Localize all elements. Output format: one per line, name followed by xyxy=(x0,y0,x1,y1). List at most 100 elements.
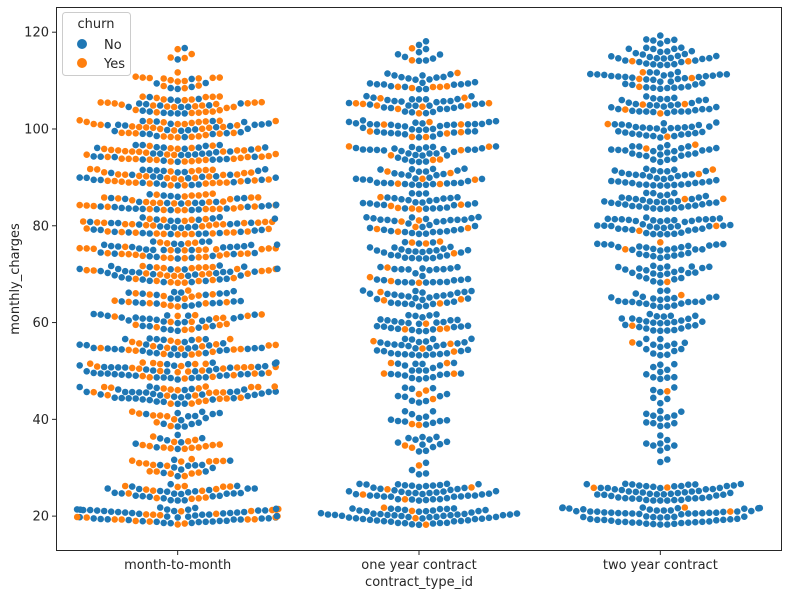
data-point-no xyxy=(384,216,391,224)
data-point-no xyxy=(405,293,412,300)
data-point-no xyxy=(419,441,426,448)
data-point-no xyxy=(713,241,720,248)
data-point-no xyxy=(695,97,703,104)
data-point-no xyxy=(398,171,405,178)
data-point-no xyxy=(468,509,475,516)
data-point-no xyxy=(198,408,206,416)
data-point-no xyxy=(167,519,174,527)
data-point-no xyxy=(160,157,167,164)
data-point-no xyxy=(429,205,437,212)
data-point-no xyxy=(163,126,171,134)
data-point-yes xyxy=(135,148,143,156)
data-point-no xyxy=(625,194,633,202)
data-point-no xyxy=(657,192,664,199)
data-point-no xyxy=(636,340,643,348)
data-point-yes xyxy=(163,344,171,352)
data-point-yes xyxy=(205,222,213,229)
data-point-no xyxy=(727,489,734,497)
data-point-no xyxy=(447,291,454,298)
data-point-yes xyxy=(174,312,181,320)
data-point-no xyxy=(447,486,454,494)
data-point-yes xyxy=(132,275,139,283)
data-point-no xyxy=(160,167,167,175)
data-point-yes xyxy=(247,194,255,201)
data-point-no xyxy=(734,515,741,523)
data-point-no xyxy=(699,225,706,232)
data-point-no xyxy=(429,125,437,133)
data-point-no xyxy=(170,393,178,401)
data-point-no xyxy=(440,145,447,153)
data-point-no xyxy=(401,519,409,527)
data-point-yes xyxy=(258,98,266,106)
data-point-no xyxy=(660,198,668,206)
data-point-yes xyxy=(167,145,174,152)
data-point-no xyxy=(338,512,346,520)
data-point-no xyxy=(345,514,353,521)
data-point-no xyxy=(671,340,678,348)
data-point-no xyxy=(713,144,720,152)
data-point-no xyxy=(657,343,664,351)
data-point-yes xyxy=(191,360,199,368)
data-point-yes xyxy=(254,383,262,391)
data-point-yes xyxy=(233,265,241,273)
data-point-yes xyxy=(181,230,188,238)
data-point-no xyxy=(272,201,280,209)
data-point-no xyxy=(237,313,244,321)
data-point-yes xyxy=(188,230,195,238)
data-point-yes xyxy=(205,124,213,132)
data-point-no xyxy=(450,518,458,525)
data-point-yes xyxy=(209,348,216,356)
data-point-yes xyxy=(181,482,188,490)
data-point-yes xyxy=(422,133,430,141)
data-point-no xyxy=(111,203,118,211)
data-point-yes xyxy=(202,118,209,125)
data-point-no xyxy=(408,336,416,343)
data-point-no xyxy=(132,141,139,149)
data-point-no xyxy=(671,302,678,309)
data-point-yes xyxy=(384,486,391,493)
data-point-yes xyxy=(76,201,83,209)
data-point-yes xyxy=(681,100,689,108)
data-point-no xyxy=(258,226,266,234)
data-point-yes xyxy=(209,205,216,213)
data-point-no xyxy=(664,366,671,374)
data-point-no xyxy=(443,350,451,357)
data-point-yes xyxy=(226,195,234,203)
data-point-yes xyxy=(104,153,111,161)
data-point-no xyxy=(657,422,664,430)
data-point-no xyxy=(139,130,146,138)
data-point-no xyxy=(86,218,94,226)
data-point-no xyxy=(709,485,717,493)
data-point-yes xyxy=(247,363,255,371)
data-point-no xyxy=(247,146,255,153)
data-point-no xyxy=(174,423,181,430)
data-point-no xyxy=(181,145,188,153)
data-point-no xyxy=(415,483,423,491)
data-point-yes xyxy=(139,262,146,270)
data-point-no xyxy=(114,121,122,129)
data-point-no xyxy=(258,515,266,522)
data-point-no xyxy=(412,76,419,83)
data-point-no xyxy=(195,518,202,526)
data-point-yes xyxy=(713,222,720,230)
data-point-yes xyxy=(212,457,220,465)
data-point-no xyxy=(408,521,416,528)
data-point-no xyxy=(415,338,423,346)
data-point-no xyxy=(419,360,426,368)
data-point-no xyxy=(433,218,440,226)
data-point-no xyxy=(615,243,622,251)
data-point-no xyxy=(205,486,213,494)
data-point-yes xyxy=(212,100,220,108)
data-point-yes xyxy=(83,118,90,126)
data-point-no xyxy=(111,489,118,497)
data-point-no xyxy=(132,205,139,212)
data-point-no xyxy=(636,323,643,331)
data-point-no xyxy=(702,96,710,104)
data-point-no xyxy=(237,297,244,305)
swarm-points xyxy=(73,32,764,529)
data-point-no xyxy=(198,391,206,398)
data-point-yes xyxy=(174,134,181,141)
data-point-no xyxy=(443,370,451,378)
data-point-no xyxy=(429,408,437,415)
data-point-no xyxy=(611,167,619,174)
